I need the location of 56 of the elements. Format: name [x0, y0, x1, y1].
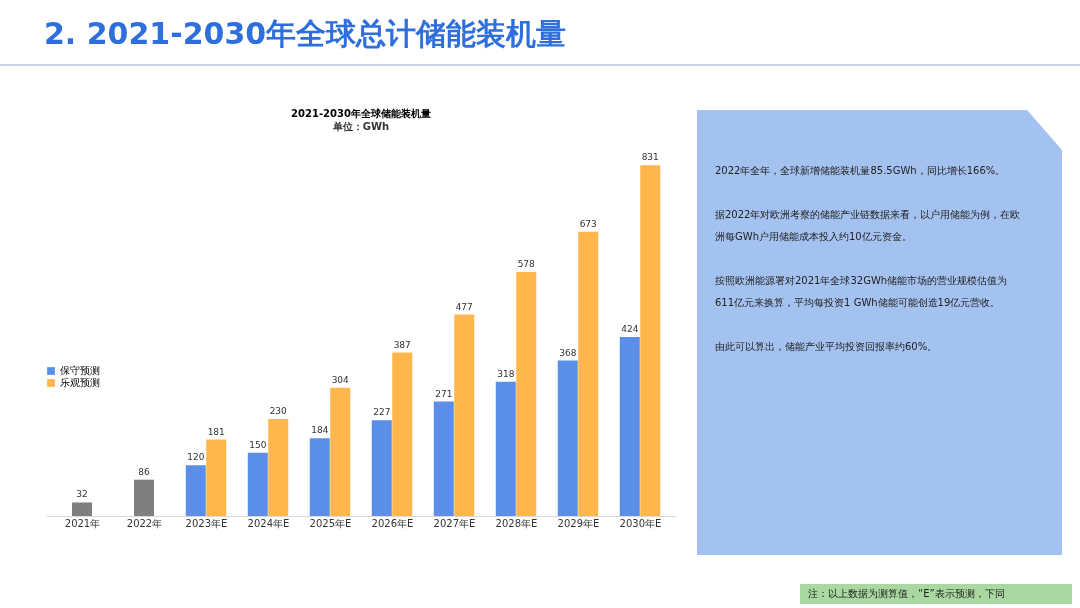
data-label: 227 [373, 407, 391, 418]
bar [433, 401, 454, 516]
data-label: 32 [76, 489, 88, 500]
data-label: 230 [269, 405, 288, 416]
text: 2. 2021-2030年全球总计储能装机量 [44, 15, 567, 53]
x-tick-label: 2021年 [64, 517, 101, 529]
text: 2022年全年，全球新增储能装机量85.5GWh，同比增长166%。 [715, 164, 1007, 178]
x-tick-label: 2026年E [371, 517, 414, 529]
bar [578, 231, 599, 516]
data-label: 120 [187, 452, 205, 463]
x-tick-label: 2022年 [126, 517, 163, 529]
bar [557, 360, 578, 516]
x-tick-label: 2028年E [495, 517, 538, 529]
data-label: 150 [249, 439, 267, 450]
bar [185, 465, 206, 516]
chart-title: 2021-2030年全球储能装机量 [291, 108, 431, 119]
data-label: 368 [559, 347, 577, 358]
x-tick-label: 2027年E [433, 517, 476, 529]
x-tick-label: 2030年E [619, 517, 662, 529]
bar [206, 439, 227, 516]
data-label: 387 [393, 339, 411, 350]
bar [134, 479, 154, 516]
data-label: 831 [641, 152, 659, 163]
bar [330, 387, 351, 516]
data-label: 86 [138, 466, 150, 477]
legend-label: 乐观预测 [60, 377, 100, 388]
data-label: 318 [497, 368, 515, 379]
x-tick-label: 2024年E [247, 517, 290, 529]
bar [454, 314, 475, 516]
data-label: 477 [455, 301, 473, 312]
bar [640, 165, 661, 516]
chart-subtitle: 单位：GWh [331, 121, 390, 132]
x-tick-label: 2029年E [557, 517, 600, 529]
data-label: 181 [207, 426, 225, 437]
bar [268, 418, 289, 516]
text: 注：以上数据为测算值，“E”表示预测，下同 [800, 584, 1072, 604]
legend-label: 保守预测 [60, 365, 100, 376]
bar [619, 336, 640, 516]
data-label: 673 [579, 218, 597, 229]
data-label: 184 [311, 425, 329, 436]
data-label: 304 [331, 374, 350, 385]
data-label: 271 [435, 388, 453, 399]
bar [247, 452, 268, 516]
x-tick-label: 2023年E [185, 517, 228, 529]
data-label: 578 [517, 258, 536, 269]
bar [495, 381, 516, 516]
bar [309, 438, 330, 516]
bar [72, 502, 92, 516]
bar [392, 352, 413, 516]
x-tick-label: 2025年E [309, 517, 352, 529]
text: 按照欧洲能源署对2021年全球32GWh储能市场的营业规模估值为611亿元来换算，平均每投资1 GWh储能可能创造19亿元营收。 [715, 274, 1009, 310]
text: 由此可以算出，储能产业平均投资回报率约60%。 [715, 340, 939, 354]
bar [516, 271, 537, 516]
text: 据2022年对欧洲考察的储能产业链数据来看，以户用储能为例，在欧洲每GWh户用储能成本投入约10亿元资金。 [715, 208, 1022, 244]
data-label: 424 [621, 323, 639, 334]
bar [371, 420, 392, 516]
